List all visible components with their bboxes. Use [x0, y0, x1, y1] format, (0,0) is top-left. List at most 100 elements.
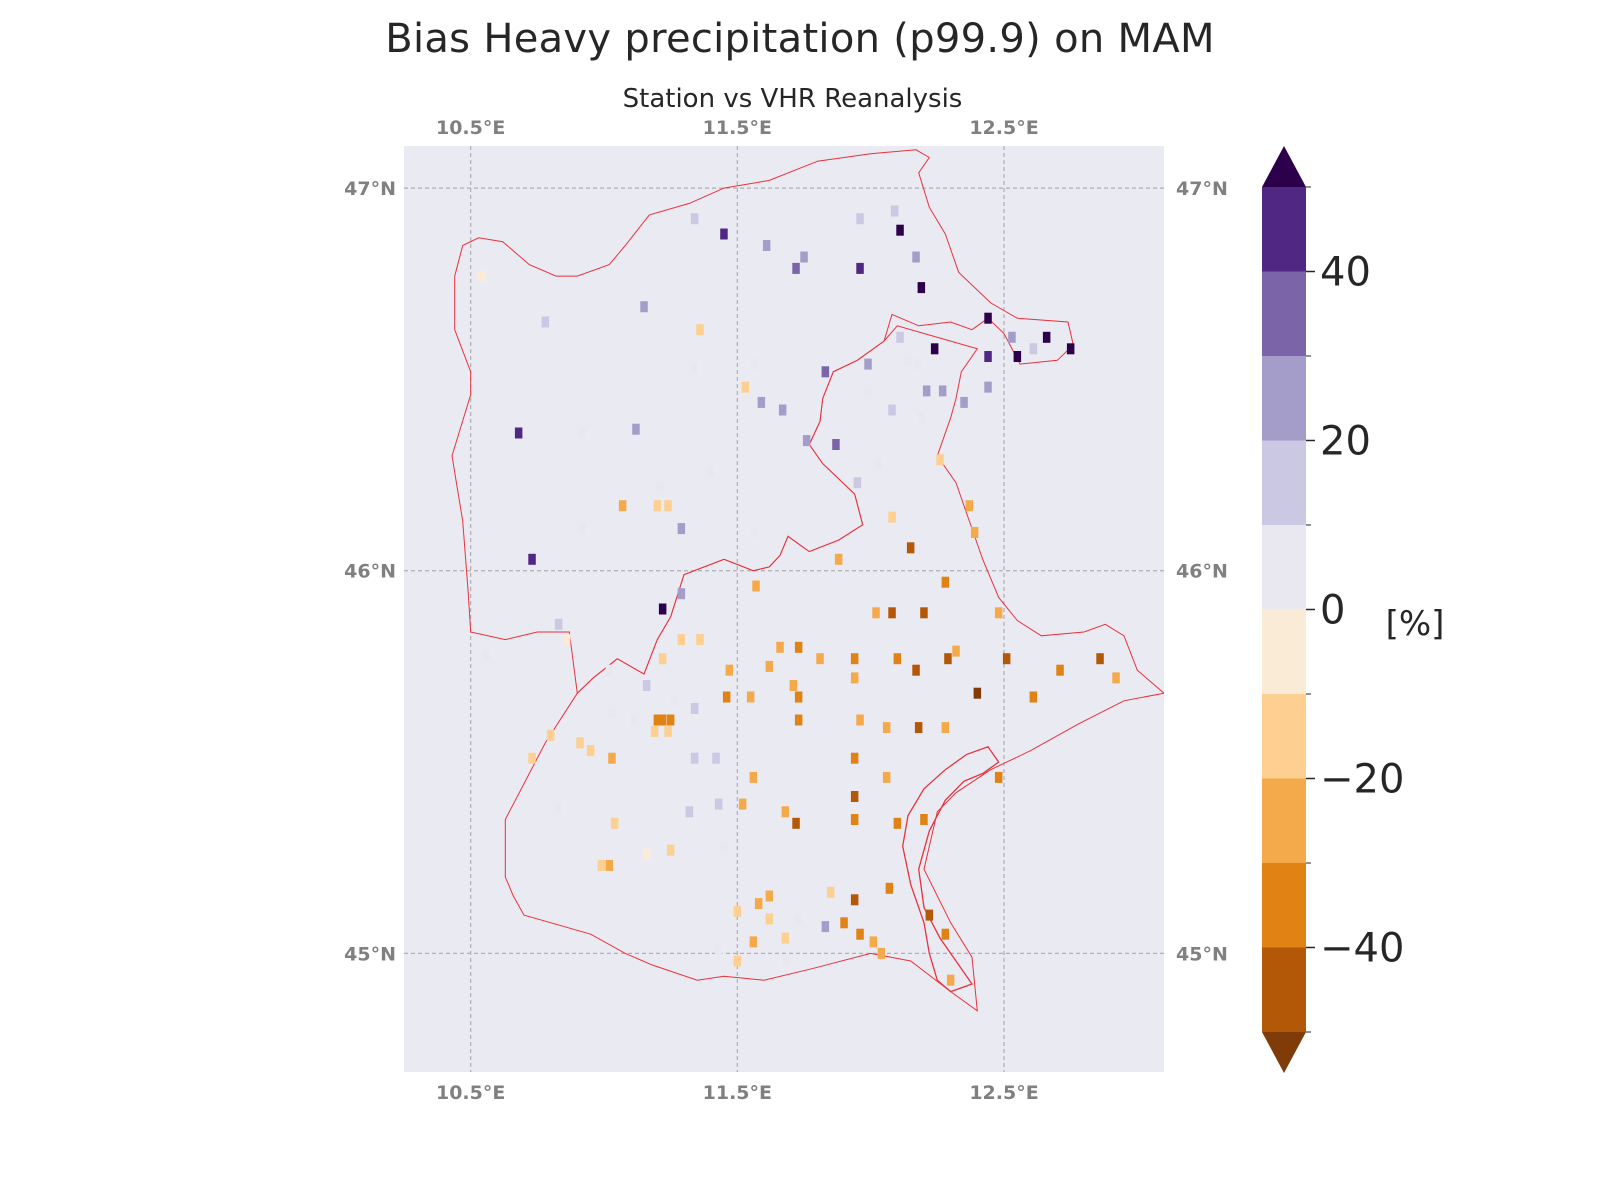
station-cell: [781, 806, 790, 818]
station-cell: [669, 695, 678, 707]
station-cell: [597, 859, 606, 871]
station-cell: [794, 714, 803, 726]
station-cell: [608, 752, 616, 764]
station-cell: [562, 634, 571, 646]
station-cell: [920, 607, 928, 619]
station-cell: [720, 840, 728, 852]
station-cell: [706, 465, 715, 477]
station-cell: [789, 680, 798, 691]
colorbar-bin: [1262, 525, 1306, 610]
station-cell: [712, 752, 720, 764]
station-cell: [776, 641, 784, 653]
station-cell: [1002, 653, 1011, 665]
chart-title: Bias Heavy precipitation (p99.9) on MAM: [385, 16, 1215, 62]
x-tick-label-bottom: 10.5°E: [436, 1082, 505, 1104]
station-cell: [912, 664, 920, 676]
colorbar-bin: [1262, 694, 1306, 779]
station-cell: [850, 752, 859, 764]
station-cell: [816, 653, 824, 665]
station-cell: [749, 936, 758, 948]
station-cell: [970, 527, 979, 538]
station-cell: [1056, 664, 1064, 676]
y-tick-label-left: 46°N: [344, 561, 396, 583]
station-cell: [906, 542, 915, 554]
station-cell: [586, 745, 595, 757]
station-cell: [984, 381, 992, 393]
station-cell: [653, 714, 662, 726]
station-cell: [733, 905, 742, 917]
colorbar-unit-label: [%]: [1386, 604, 1445, 644]
station-cell: [765, 890, 774, 902]
station-cell: [877, 947, 886, 959]
station-cell: [834, 553, 843, 565]
station-cell: [578, 523, 587, 535]
station-cell: [690, 752, 699, 764]
station-cell: [632, 423, 640, 435]
station-cell: [794, 691, 803, 703]
station-cell: [546, 729, 555, 741]
colorbar-tick-label: 20: [1320, 419, 1371, 465]
station-cell: [922, 385, 931, 397]
station-cell: [765, 913, 774, 925]
station-cell: [514, 427, 523, 439]
station-cell: [941, 576, 950, 588]
station-cell: [904, 354, 912, 366]
station-cell: [618, 500, 627, 512]
station-markers: [477, 205, 1120, 986]
station-cell: [778, 404, 787, 416]
station-cell: [610, 817, 619, 829]
y-tick-label-right: 47°N: [1176, 178, 1228, 200]
station-cell: [893, 653, 902, 665]
station-cell: [677, 588, 686, 600]
station-cell: [578, 427, 587, 439]
station-cell: [917, 282, 926, 294]
colorbar-bin: [1262, 609, 1306, 694]
x-tick-label-bottom: 12.5°E: [969, 1082, 1038, 1104]
chart-subtitle: Station vs VHR Reanalysis: [622, 84, 963, 114]
station-cell: [941, 928, 950, 940]
colorbar-tick-label: −20: [1320, 757, 1404, 803]
colorbar-tick-label: 0: [1320, 588, 1345, 634]
station-cell: [629, 714, 638, 726]
station-cell: [840, 917, 848, 929]
station-cell: [914, 358, 923, 370]
station-cell: [802, 435, 811, 447]
station-cell: [749, 771, 758, 783]
station-cell: [752, 580, 760, 592]
station-cell: [738, 798, 747, 810]
station-cell: [677, 634, 686, 646]
x-tick-label-top: 12.5°E: [969, 117, 1038, 139]
station-cell: [1112, 672, 1120, 684]
station-cell: [714, 798, 723, 810]
station-cell: [853, 477, 862, 489]
station-cell: [792, 817, 800, 829]
station-cell: [690, 213, 699, 225]
station-cell: [477, 270, 486, 282]
station-cell: [762, 240, 771, 251]
station-cell: [850, 894, 859, 906]
station-cell: [608, 706, 616, 718]
station-cell: [888, 404, 896, 416]
colorbar-tick-label: 40: [1320, 250, 1371, 296]
lagoon-coastline: [902, 746, 1000, 993]
station-cell: [864, 358, 872, 370]
station-cell: [528, 752, 536, 764]
station-cell: [888, 511, 896, 523]
station-cell: [930, 343, 939, 355]
station-cell: [696, 324, 704, 336]
station-cell: [765, 660, 774, 672]
station-cell: [890, 205, 899, 217]
x-tick-label-bottom: 11.5°E: [703, 1082, 772, 1104]
station-cell: [936, 454, 944, 466]
axis-ticks: 10.5°E 10.5°E 11.5°E 11.5°E 12.5°E 12.5°E 47°N…: [344, 117, 1228, 1104]
colorbar-tick-label: −40: [1320, 926, 1404, 972]
y-tick-label-left: 47°N: [344, 178, 396, 200]
station-cell: [882, 771, 891, 783]
region-outline-south: [504, 325, 1164, 1012]
station-cell: [1042, 331, 1051, 343]
colorbar-bin: [1262, 187, 1306, 272]
station-cell: [725, 664, 734, 676]
station-cell: [946, 974, 955, 986]
station-cell: [920, 814, 928, 825]
